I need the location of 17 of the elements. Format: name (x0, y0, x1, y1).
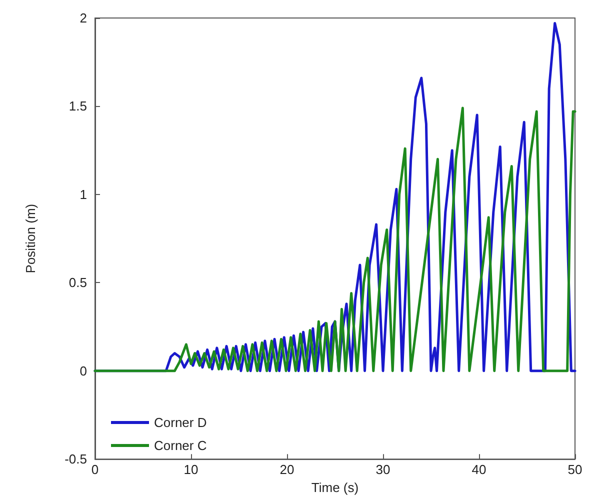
y-tick-label: 0 (80, 363, 87, 378)
y-tick-label: 2 (80, 10, 87, 26)
y-tick-label: 1.5 (68, 98, 87, 114)
y-tick-label: 0.5 (68, 275, 87, 290)
x-tick-label: 20 (280, 462, 294, 478)
legend-label: Corner C (154, 438, 207, 453)
y-axis-title: Position (m) (23, 204, 38, 274)
x-tick-label: 30 (376, 462, 390, 478)
line-series (94, 106, 576, 372)
x-axis-title: Time (s) (311, 480, 359, 495)
y-tick-label: 1 (80, 186, 87, 202)
x-tick-label: 50 (568, 462, 582, 478)
x-tick-label: 0 (91, 462, 99, 478)
y-tick-label: -0.5 (64, 452, 87, 467)
legend-label: Corner D (154, 415, 207, 430)
x-tick-label: 40 (472, 462, 486, 478)
x-tick-label: 10 (184, 462, 198, 478)
